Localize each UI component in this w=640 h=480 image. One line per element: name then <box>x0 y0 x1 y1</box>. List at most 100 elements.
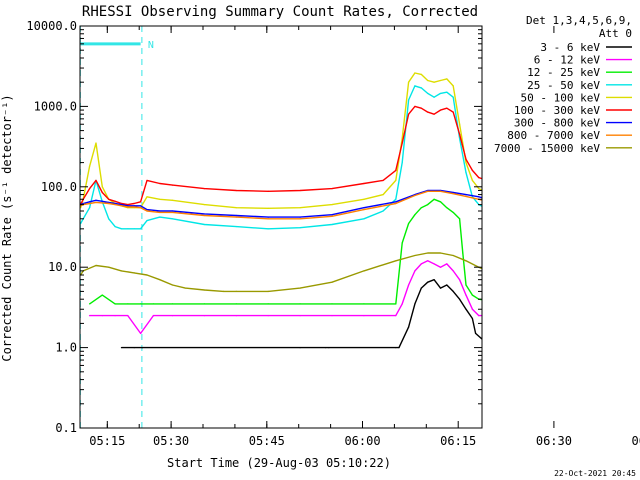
plot-frame <box>79 25 483 429</box>
series-4-point-28 <box>439 79 442 82</box>
series-4-point-23 <box>407 81 410 83</box>
series-1-point-23 <box>459 279 461 281</box>
series-0-point-3 <box>141 347 144 349</box>
series-2-point-24 <box>462 252 464 254</box>
series-6-point-18 <box>331 214 333 216</box>
series-4-point-11 <box>146 196 148 198</box>
series-2-point-22 <box>452 211 454 214</box>
series-1-point-9 <box>267 315 269 317</box>
series-4-point-16 <box>267 207 269 209</box>
series-6-point-4 <box>101 200 103 202</box>
series-4-point-19 <box>363 198 365 200</box>
series-1-point-7 <box>203 315 206 317</box>
series-line-7 <box>80 190 482 220</box>
series-2-point-19 <box>433 198 435 200</box>
series-7-point-20 <box>395 202 397 205</box>
series-7-point-5 <box>108 202 110 205</box>
series-0-point-9 <box>407 326 410 328</box>
series-8-point-20 <box>439 252 442 254</box>
series-8-point-17 <box>395 260 397 262</box>
series-3-point-14 <box>203 223 206 226</box>
series-1-point-12 <box>363 315 365 317</box>
series-0-point-4 <box>299 347 301 349</box>
series-7-point-17 <box>299 218 301 220</box>
series-5-point-5 <box>108 198 110 200</box>
series-6-point-24 <box>452 191 454 194</box>
series-8-point-12 <box>235 290 237 293</box>
series-7-point-13 <box>171 211 174 214</box>
series-3-point-2 <box>88 207 91 209</box>
x-tick-label-2: 05:45 <box>249 434 285 448</box>
y-tick-label-4: 1.0 <box>55 341 77 355</box>
series-1-point-11 <box>331 315 333 317</box>
series-7-point-23 <box>439 190 442 192</box>
series-5-point-23 <box>407 113 410 115</box>
series-7-point-12 <box>159 211 161 214</box>
series-8-point-6 <box>146 274 148 276</box>
legend-label-0: 3 - 6 keV <box>540 41 600 54</box>
legend-label-7: 800 - 7000 keV <box>507 129 600 142</box>
series-8-point-3 <box>108 266 110 268</box>
series-7-point-10 <box>140 207 142 209</box>
series-7-point-3 <box>95 201 97 203</box>
series-8-point-13 <box>267 290 269 293</box>
series-5-point-11 <box>146 179 148 182</box>
series-5-point-16 <box>267 190 269 192</box>
series-2-point-3 <box>127 303 129 305</box>
series-1-point-22 <box>452 270 454 272</box>
series-0-point-19 <box>471 317 473 320</box>
series-0-point-7 <box>395 347 397 349</box>
series-6-point-6 <box>114 202 116 205</box>
series-3-point-25 <box>420 87 422 89</box>
series-8-point-8 <box>171 284 174 286</box>
series-2-point-0 <box>88 303 91 305</box>
series-1-point-13 <box>395 315 397 317</box>
series-2-point-17 <box>420 207 422 209</box>
series-6-point-15 <box>235 214 237 217</box>
series-1-point-19 <box>433 263 435 265</box>
series-7-point-8 <box>127 206 129 208</box>
series-4-point-30 <box>452 85 454 87</box>
series-6-point-12 <box>159 210 161 212</box>
series-5-point-32 <box>465 158 467 160</box>
series-5-point-28 <box>439 109 442 111</box>
series-3-point-6 <box>114 225 116 228</box>
series-5-point-20 <box>382 179 384 182</box>
series-6-point-2 <box>88 201 91 203</box>
series-8-point-9 <box>184 287 186 289</box>
series-1-point-16 <box>414 270 416 272</box>
series-4-point-13 <box>171 199 174 201</box>
series-3-point-17 <box>299 227 301 229</box>
series-4-point-12 <box>159 198 161 200</box>
series-0-point-14 <box>439 287 442 289</box>
series-2-point-20 <box>439 201 442 203</box>
legend-label-4: 50 - 100 keV <box>521 91 601 104</box>
series-0-point-0 <box>120 347 123 349</box>
series-3-point-18 <box>331 223 333 226</box>
series-7-point-6 <box>114 204 116 206</box>
series-8-point-4 <box>120 270 123 272</box>
series-3-point-10 <box>140 228 142 230</box>
series-0-point-6 <box>328 347 330 349</box>
series-2-point-8 <box>235 303 237 305</box>
legend-label-3: 25 - 50 keV <box>527 79 600 92</box>
series-8-point-21 <box>452 254 454 257</box>
series-2-point-6 <box>171 303 174 305</box>
series-8-point-11 <box>222 290 225 293</box>
series-1-point-25 <box>471 308 473 310</box>
series-line-6 <box>80 189 482 218</box>
series-2-point-7 <box>203 303 206 305</box>
series-8-point-19 <box>427 252 429 254</box>
y-tick-label-0: 10000.0 <box>26 19 77 33</box>
legend-label-1: 6 - 12 keV <box>534 54 601 67</box>
x-axis-label: Start Time (29-Aug-03 05:10:22) <box>167 456 391 470</box>
chart-title: RHESSI Observing Summary Count Rates, Co… <box>82 4 478 20</box>
series-6-point-9 <box>133 205 135 207</box>
series-1-point-18 <box>427 260 429 262</box>
series-2-point-26 <box>471 294 473 296</box>
series-4-point-31 <box>459 123 461 125</box>
series-3-point-9 <box>133 228 135 230</box>
series-line-3 <box>80 85 482 230</box>
series-5-point-24 <box>414 105 416 107</box>
